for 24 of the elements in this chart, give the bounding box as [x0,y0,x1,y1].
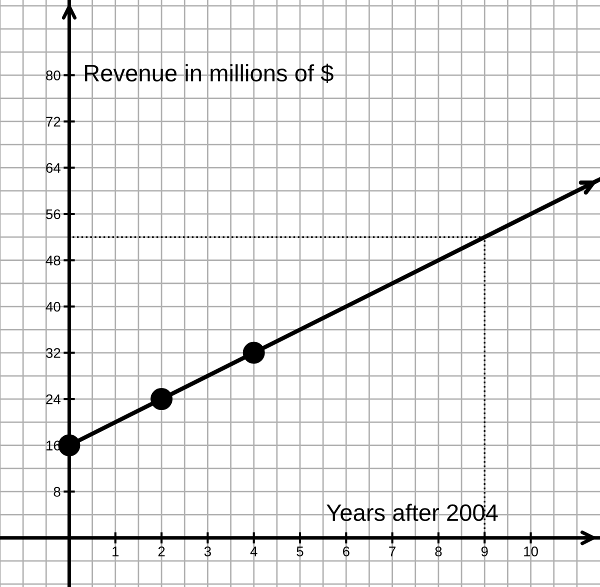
y-tick-label: 48 [46,256,60,266]
y-tick-label: 72 [46,116,60,126]
y-tick-label: 32 [46,348,60,358]
point [150,388,173,410]
point [242,342,265,364]
x-tick-label: 4 [250,546,258,556]
x-tick-label: 2 [158,546,165,556]
x-tick-label: 7 [389,546,396,556]
y-axis-title: Revenue in millions of $ [85,64,334,83]
y-tick-label: 56 [46,209,60,220]
x-tick-label: 1 [112,546,119,556]
x-tick-label: 3 [204,546,211,556]
x-tick-label: 9 [481,546,488,556]
y-tick-label: 64 [46,163,60,173]
y-tick-label: 8 [54,486,60,497]
x-axis-title: Years after 2004 [326,504,498,522]
x-tick-label: 5 [296,546,304,556]
y-tick-label: 40 [46,302,60,312]
x-tick-label: 8 [435,546,442,556]
x-tick-label: 10 [524,546,538,556]
point [58,434,80,456]
y-tick-label: 80 [46,70,60,80]
x-tick-label: 6 [342,546,350,556]
y-tick-label: 24 [46,394,60,404]
